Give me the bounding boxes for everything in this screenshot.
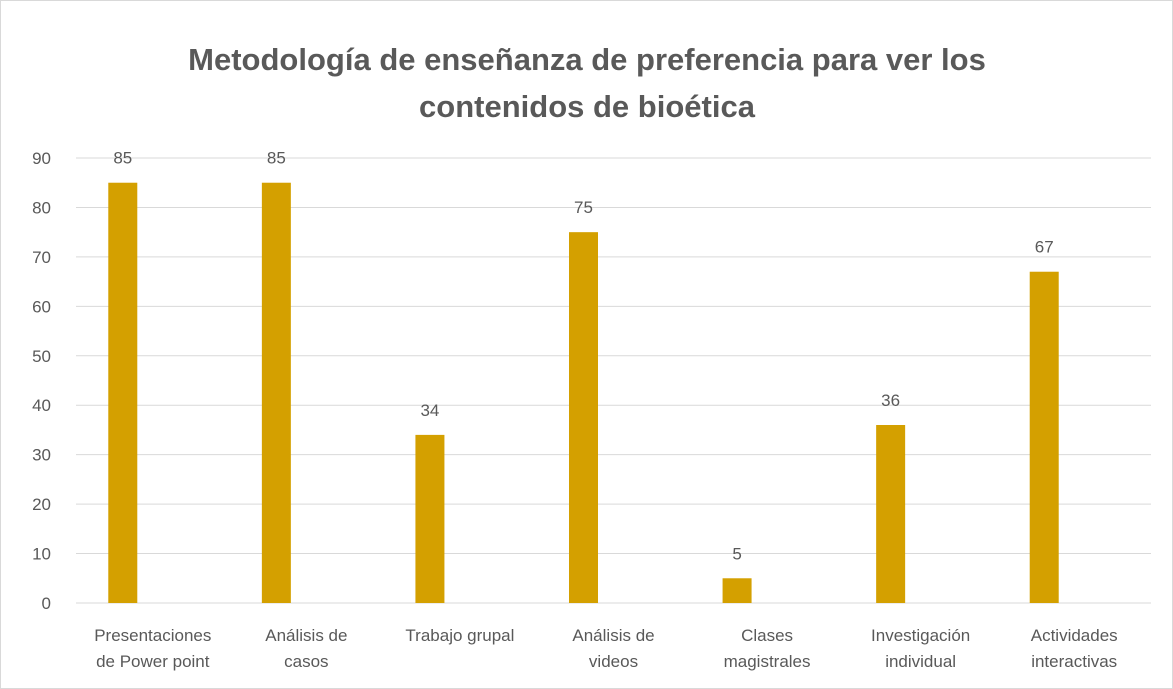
y-tick-label: 50: [32, 347, 51, 366]
data-label: 75: [574, 198, 593, 217]
data-label: 85: [267, 149, 286, 168]
chart-title: Metodología de enseñanza de preferencia …: [188, 42, 986, 124]
y-tick-label: 80: [32, 198, 51, 217]
x-tick-label: Análisis de videos: [572, 626, 655, 671]
y-tick-label: 20: [32, 495, 51, 514]
y-tick-label: 0: [42, 594, 51, 613]
x-tick-label: Trabajo grupal: [405, 626, 515, 645]
y-tick-label: 60: [32, 297, 51, 316]
x-tick-label: Investigación individual: [871, 626, 971, 671]
x-tick-label: Clases magistrales: [723, 626, 811, 671]
data-label: 85: [113, 149, 132, 168]
y-tick-label: 30: [32, 446, 51, 465]
bar: [569, 232, 598, 603]
y-tick-label: 70: [32, 248, 51, 267]
bar: [261, 182, 291, 603]
data-label: 36: [881, 391, 900, 410]
data-label: 5: [732, 544, 741, 563]
x-tick-label: Actividades interactivas: [1030, 626, 1118, 671]
y-tick-label: 40: [32, 396, 51, 415]
y-tick-label: 10: [32, 545, 51, 564]
x-tick-label: Análisis de casos: [265, 626, 348, 671]
bar: [1029, 271, 1059, 603]
data-label: 34: [420, 401, 439, 420]
bar: [108, 182, 138, 603]
y-tick-label: 90: [32, 149, 51, 168]
x-tick-label: Presentaciones de Power point: [94, 626, 212, 671]
bar: [415, 434, 445, 603]
bar: [876, 425, 906, 603]
bar: [722, 578, 752, 603]
data-label: 67: [1035, 238, 1054, 257]
